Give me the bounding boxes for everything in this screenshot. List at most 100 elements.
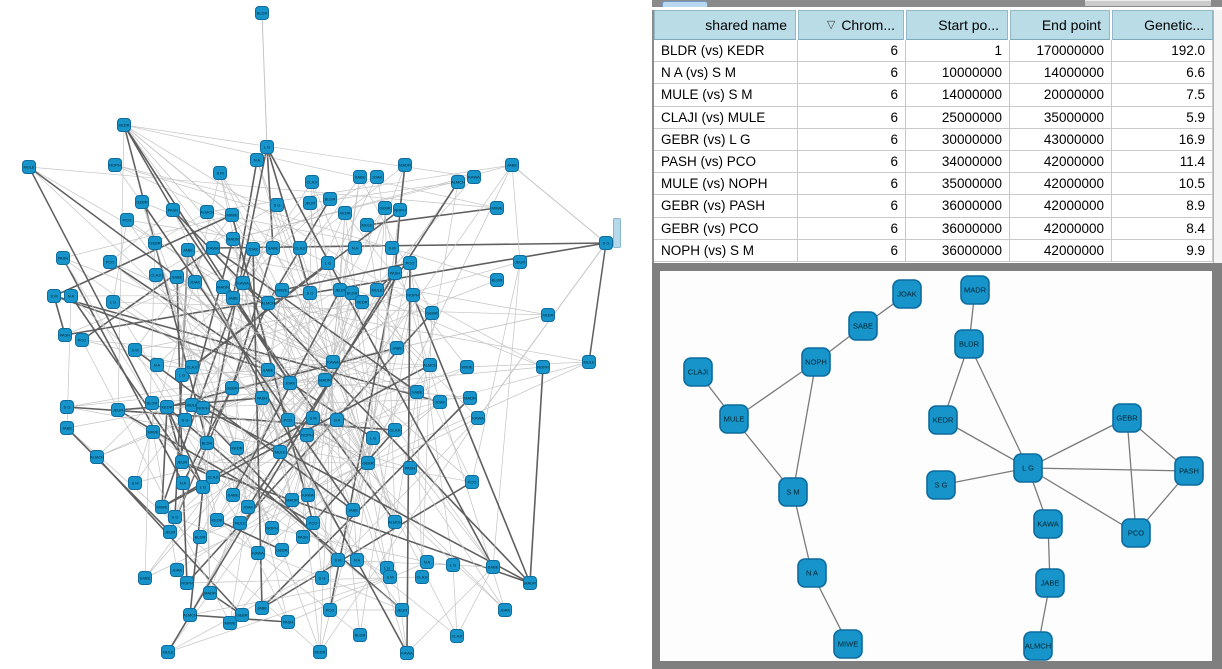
graph-node[interactable]: [255, 391, 269, 405]
column-header[interactable]: Genetic...: [1112, 10, 1213, 40]
column-header[interactable]: shared name: [654, 10, 796, 40]
graph-node[interactable]: [383, 570, 397, 584]
table-cell[interactable]: 42000000: [1010, 173, 1112, 196]
table-cell[interactable]: BLDR (vs) KEDR: [654, 40, 798, 63]
graph-node[interactable]: [210, 513, 224, 527]
graph-node[interactable]: [719, 404, 749, 434]
table-cell[interactable]: 14000000: [906, 84, 1010, 107]
graph-node[interactable]: [390, 341, 404, 355]
graph-node[interactable]: [117, 118, 131, 132]
graph-node[interactable]: [345, 286, 359, 300]
graph-node[interactable]: [360, 218, 374, 232]
graph-node[interactable]: [463, 391, 477, 405]
graph-node[interactable]: [370, 283, 384, 297]
graph-node[interactable]: [60, 421, 74, 435]
graph-node[interactable]: [128, 343, 142, 357]
table-cell[interactable]: 6: [798, 195, 906, 218]
graph-node[interactable]: [266, 241, 280, 255]
graph-node[interactable]: [303, 196, 317, 210]
graph-node[interactable]: [321, 256, 335, 270]
filter-icon[interactable]: ▽: [826, 18, 836, 31]
column-header[interactable]: ▽ Chrom...: [798, 10, 904, 40]
table-cell[interactable]: 25000000: [906, 106, 1010, 129]
table-cell[interactable]: N A (vs) S M: [654, 62, 798, 85]
graph-node[interactable]: [183, 608, 197, 622]
table-cell[interactable]: 43000000: [1010, 128, 1112, 151]
graph-node[interactable]: [467, 170, 481, 184]
graph-node[interactable]: [64, 289, 78, 303]
graph-node[interactable]: [403, 256, 417, 270]
graph-node[interactable]: [103, 255, 117, 269]
graph-node[interactable]: [313, 645, 327, 659]
table-cell[interactable]: 36000000: [906, 217, 1010, 240]
column-header[interactable]: Start po...: [906, 10, 1008, 40]
table-cell[interactable]: 16.9: [1112, 128, 1213, 151]
table-cell[interactable]: 35000000: [1010, 106, 1112, 129]
table-cell[interactable]: 6: [798, 84, 906, 107]
graph-node[interactable]: [300, 428, 314, 442]
graph-node[interactable]: [465, 475, 479, 489]
graph-node[interactable]: [1033, 509, 1063, 539]
graph-node[interactable]: [283, 376, 297, 390]
graph-node[interactable]: [323, 603, 337, 617]
graph-node[interactable]: [315, 571, 329, 585]
graph-node[interactable]: [523, 576, 537, 590]
table-cell[interactable]: 8.4: [1112, 217, 1213, 240]
graph-node[interactable]: [261, 363, 275, 377]
table-cell[interactable]: 6: [798, 62, 906, 85]
graph-node[interactable]: [350, 553, 364, 567]
table-cell[interactable]: 6: [798, 150, 906, 174]
graph-node[interactable]: [196, 401, 210, 415]
graph-node[interactable]: [261, 296, 275, 310]
graph-node[interactable]: [128, 476, 142, 490]
table-cell[interactable]: 42000000: [1010, 217, 1112, 240]
graph-node[interactable]: [361, 456, 375, 470]
graph-node[interactable]: [353, 628, 367, 642]
graph-node[interactable]: [270, 198, 284, 212]
graph-node[interactable]: [236, 276, 250, 290]
graph-node[interactable]: [146, 425, 160, 439]
graph-node[interactable]: [326, 355, 340, 369]
graph-node[interactable]: [403, 461, 417, 475]
graph-node[interactable]: [200, 436, 214, 450]
graph-node[interactable]: [150, 358, 164, 372]
table-row[interactable]: N A (vs) S M 6 10000000 14000000 6.6: [654, 62, 1213, 85]
table-cell[interactable]: 10000000: [906, 62, 1010, 85]
graph-node[interactable]: [355, 295, 369, 309]
graph-node[interactable]: [56, 251, 70, 265]
graph-node[interactable]: [331, 553, 345, 567]
graph-node[interactable]: [200, 205, 214, 219]
graph-node[interactable]: [251, 546, 265, 560]
graph-node[interactable]: [226, 291, 240, 305]
table-row[interactable]: MULE (vs) NOPH 6 35000000 42000000 10.5: [654, 173, 1213, 196]
graph-node[interactable]: [168, 510, 182, 524]
table-cell[interactable]: 8.9: [1112, 195, 1213, 218]
graph-node[interactable]: [460, 360, 474, 374]
graph-node[interactable]: [155, 500, 169, 514]
table-cell[interactable]: 6: [798, 40, 906, 63]
graph-node[interactable]: [1121, 518, 1151, 548]
graph-node[interactable]: [954, 329, 984, 359]
table-row[interactable]: PASH (vs) PCO 6 34000000 42000000 11.4: [654, 150, 1213, 174]
graph-node[interactable]: [285, 493, 299, 507]
table-cell[interactable]: MULE (vs) S M: [654, 84, 798, 107]
graph-node[interactable]: [60, 400, 74, 414]
graph-node[interactable]: [138, 571, 152, 585]
graph-node[interactable]: [330, 413, 344, 427]
graph-node[interactable]: [599, 236, 613, 250]
graph-node[interactable]: [306, 516, 320, 530]
graph-node[interactable]: [513, 255, 527, 269]
graph-node[interactable]: [293, 241, 307, 255]
graph-node[interactable]: [230, 441, 244, 455]
graph-node[interactable]: [797, 558, 827, 588]
graph-node[interactable]: [160, 400, 174, 414]
graph-node[interactable]: [305, 175, 319, 189]
graph-node[interactable]: [378, 201, 392, 215]
graph-node[interactable]: [106, 295, 120, 309]
graph-node[interactable]: [433, 395, 447, 409]
graph-node[interactable]: [348, 241, 362, 255]
graph-node[interactable]: [225, 208, 239, 222]
table-row[interactable]: GEBR (vs) PCO 6 36000000 42000000 8.4: [654, 217, 1213, 240]
graph-node[interactable]: [366, 431, 380, 445]
graph-node[interactable]: [928, 405, 958, 435]
